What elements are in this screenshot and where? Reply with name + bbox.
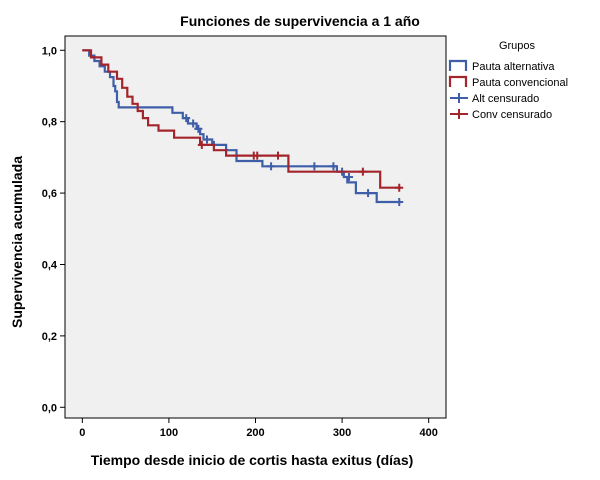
legend-item: Pauta alternativa: [448, 59, 555, 73]
legend-item-label: Pauta alternativa: [472, 61, 555, 73]
legend-item: Alt censurado: [450, 93, 539, 105]
censor-marker: [395, 183, 404, 192]
legend-item-label: Conv censurado: [472, 109, 552, 121]
y-tick-label: 0,0: [42, 402, 57, 414]
censor-marker: [267, 162, 276, 171]
y-tick-label: 1,0: [42, 45, 57, 57]
legend-swatch-line: [448, 59, 468, 71]
y-tick-label: 0,2: [42, 331, 57, 343]
censor-marker: [358, 167, 367, 176]
censor-marker: [182, 114, 191, 123]
legend-item: Conv censurado: [450, 109, 552, 121]
x-axis-label: Tiempo desde inicio de cortis hasta exit…: [91, 452, 414, 468]
censor-marker: [194, 124, 203, 133]
series-line-2: [82, 49, 401, 189]
x-tick-label: 0: [79, 427, 85, 439]
y-tick-label: 0,6: [42, 188, 57, 200]
censor-marker: [310, 162, 319, 171]
censor-marker: [274, 151, 283, 160]
legend-swatch-line: [448, 75, 468, 87]
legend-item: Pauta convencional: [448, 75, 568, 89]
y-tick-label: 0,4: [42, 259, 58, 271]
x-tick-label: 300: [333, 427, 351, 439]
x-axis: 0 100 200 300 400: [79, 418, 438, 439]
censor-marker: [197, 140, 206, 149]
censor-marker: [395, 198, 404, 207]
legend: Grupos Pauta alternativa Pauta convencion…: [448, 40, 568, 121]
censor-marker: [364, 189, 373, 198]
censor-marker: [189, 119, 198, 128]
y-axis: 0,0 0,2 0,4 0,6 0,8 1,0: [42, 45, 65, 414]
x-tick-label: 200: [246, 427, 264, 439]
x-tick-label: 100: [160, 427, 178, 439]
x-tick-label: 400: [420, 427, 438, 439]
censor-marker: [253, 151, 262, 160]
censor-marker: [203, 135, 212, 144]
y-tick-label: 0,8: [42, 117, 57, 129]
y-axis-label: Supervivencia acumulada: [9, 156, 25, 328]
censor-marker: [345, 173, 354, 182]
chart-title: Funciones de supervivencia a 1 año: [180, 13, 420, 29]
legend-item-label: Pauta convencional: [472, 77, 568, 89]
series-layer: [82, 49, 404, 207]
plot-area: [64, 35, 447, 419]
legend-item-label: Alt censurado: [472, 93, 539, 105]
legend-title: Grupos: [499, 40, 536, 52]
censor-marker: [329, 162, 338, 171]
